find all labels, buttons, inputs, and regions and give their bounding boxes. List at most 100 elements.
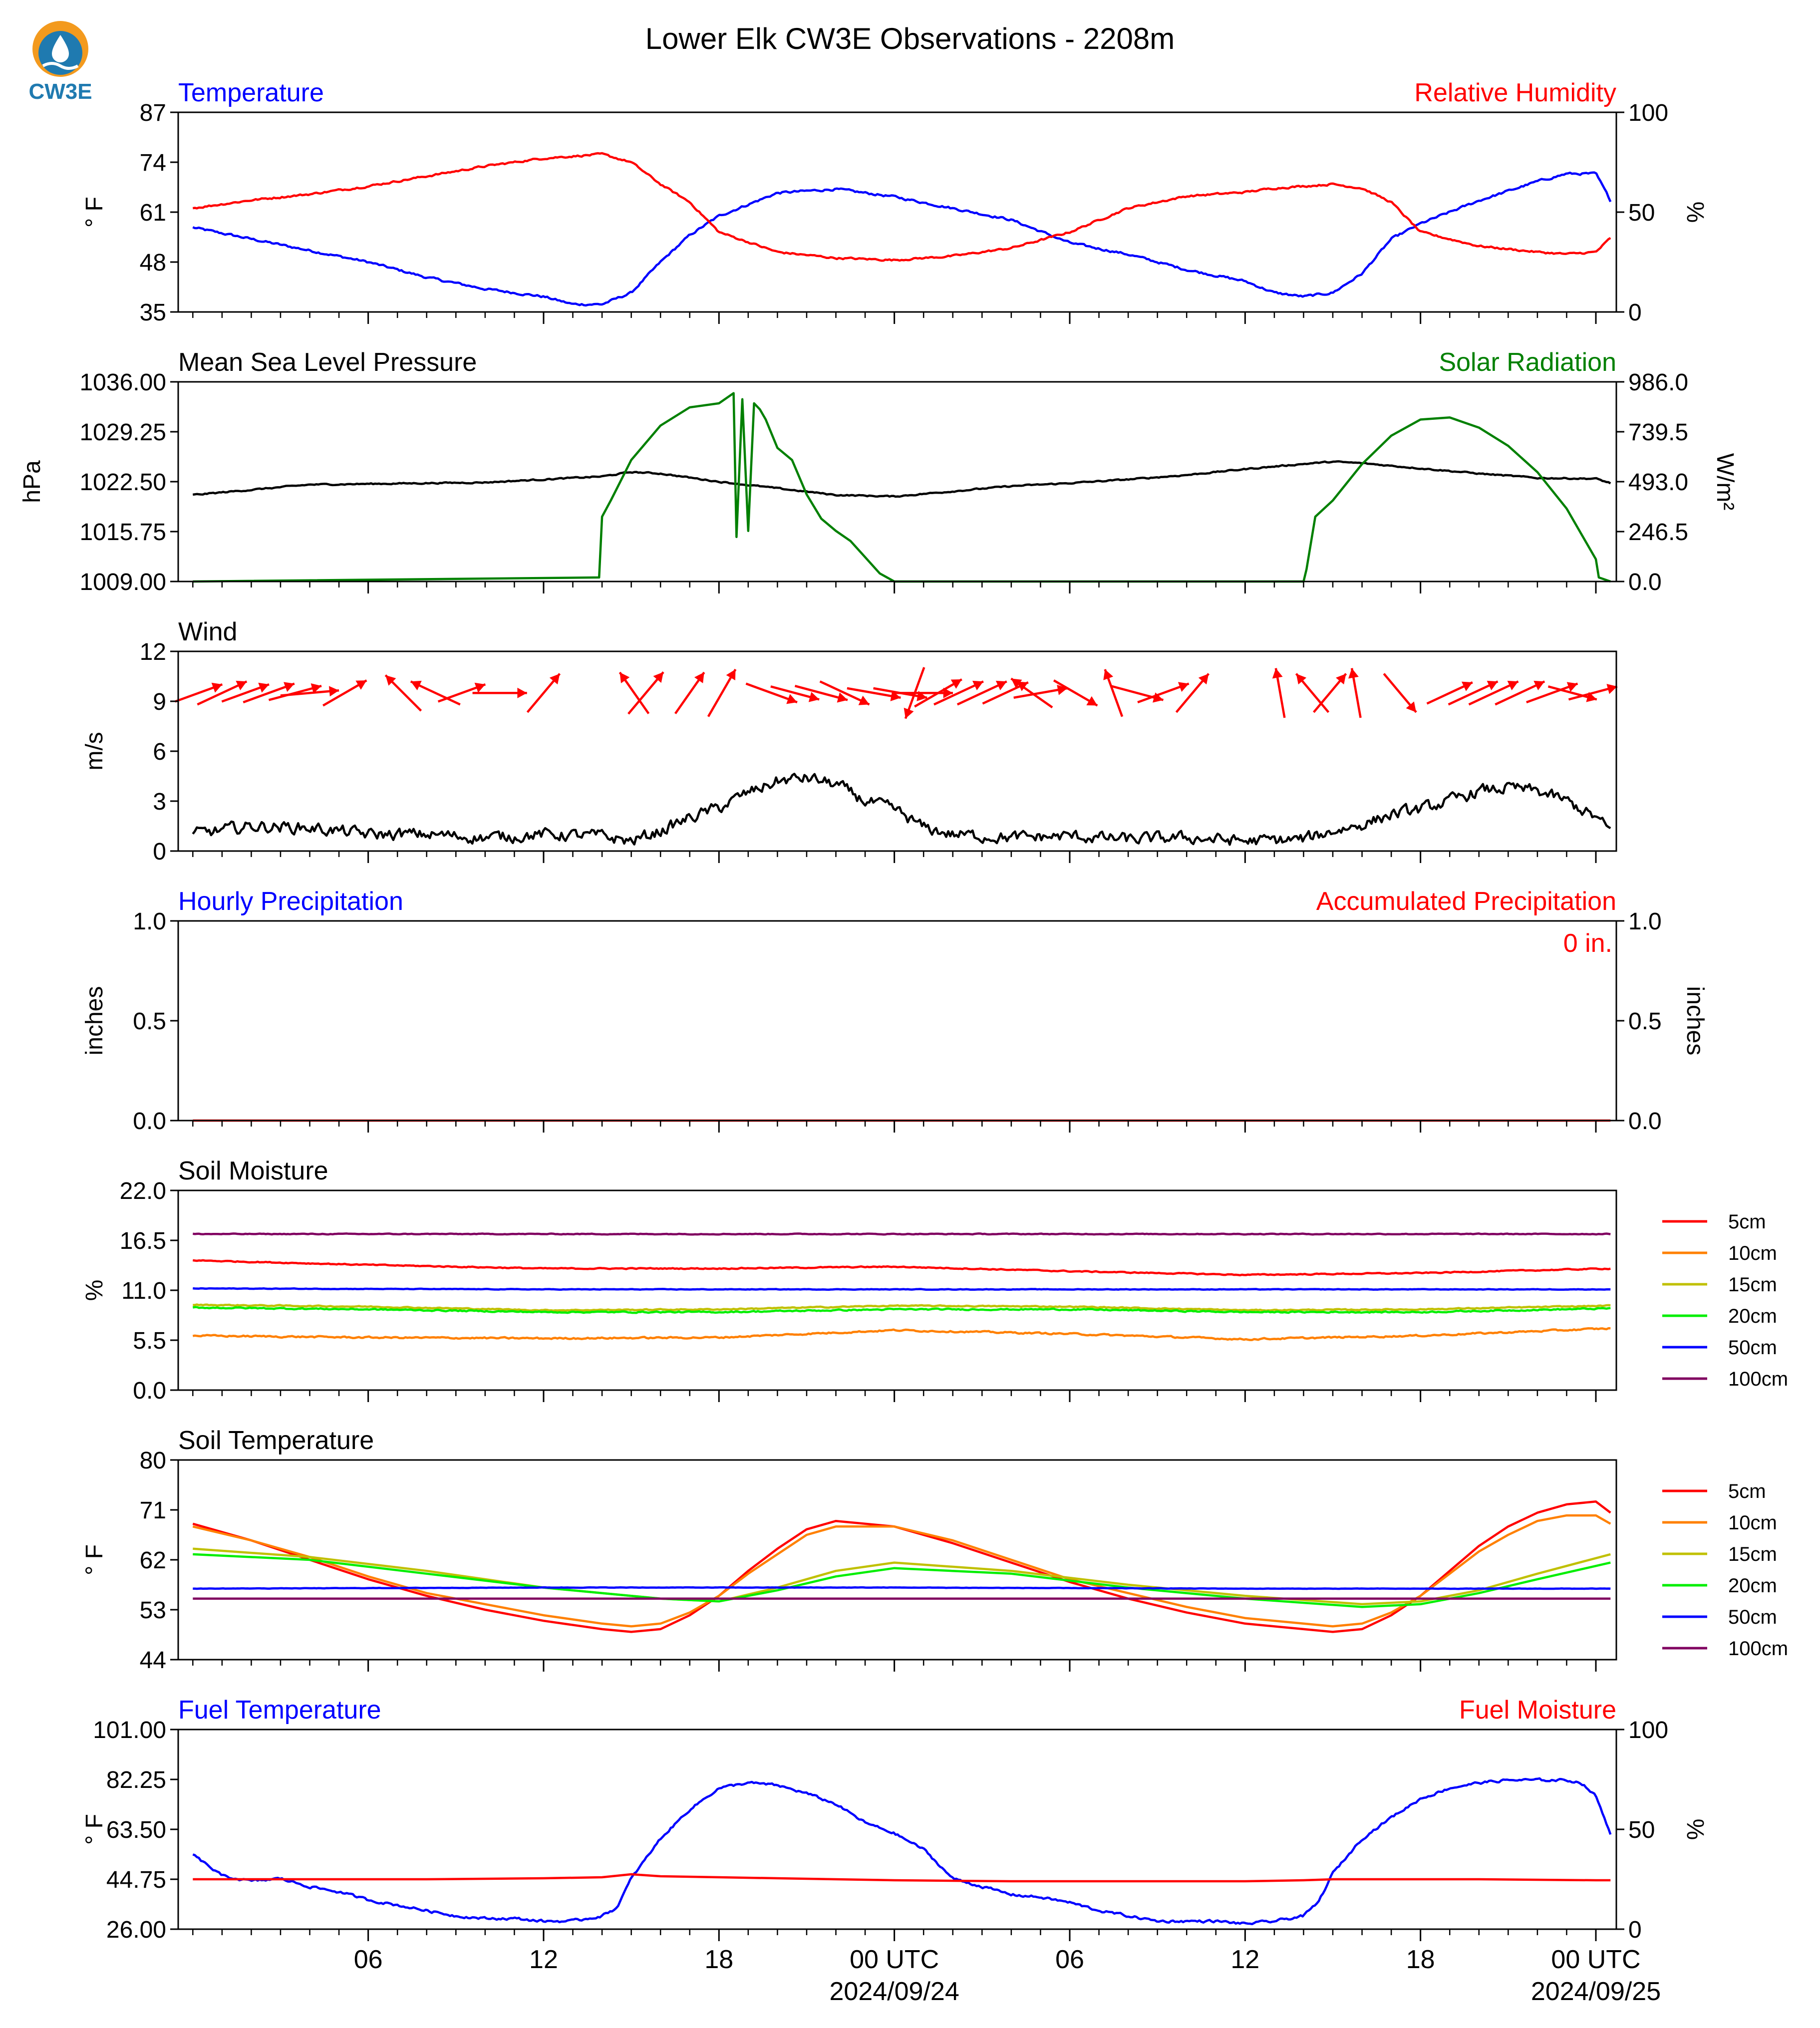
- wind-arrow: [1053, 679, 1098, 707]
- y-tick-label: 0.5: [133, 1008, 166, 1035]
- y-axis-label: ° F: [81, 197, 108, 228]
- wind-arrow-head: [1272, 668, 1283, 679]
- y-right-tick-label: 100: [1628, 1717, 1668, 1743]
- wind-arrow: [770, 685, 820, 702]
- wind-arrow-head: [236, 680, 247, 690]
- wind-arrow-head: [410, 680, 422, 690]
- legend-label: 15cm: [1728, 1543, 1777, 1565]
- series-line-10cm: [192, 1514, 1611, 1628]
- x-tick-label: 18: [1406, 1945, 1435, 1974]
- y-tick-label: 82.25: [106, 1767, 166, 1793]
- precipitation-total: 0 in.: [1563, 929, 1612, 958]
- wind-arrow: [437, 682, 486, 703]
- wind-arrow-head: [1533, 680, 1545, 690]
- wind-arrow-head: [355, 680, 367, 690]
- y-right-tick-label: 0: [1628, 1917, 1642, 1943]
- wind-arrow: [914, 678, 962, 708]
- panel-6: 26.00 44.75 63.50 82.25 101.00 0 50 100 ° F % Fuel…: [81, 1696, 1708, 1943]
- x-tick-label: 06: [354, 1945, 383, 1974]
- legend: 5cm 10cm 15cm 20cm 50cm 100cm: [1662, 1211, 1788, 1390]
- series-line-0: [192, 1777, 1612, 1926]
- wind-arrow-head: [1057, 684, 1068, 695]
- legend-label: 50cm: [1728, 1606, 1777, 1628]
- wind-arrow: [174, 682, 223, 703]
- wind-arrow: [1426, 681, 1473, 705]
- series-group: [192, 1232, 1611, 1341]
- y-axis-label: ° F: [81, 1814, 108, 1845]
- y-tick-label: 9: [153, 689, 166, 715]
- y-tick-label: 87: [140, 100, 166, 126]
- series-group: [192, 1777, 1612, 1926]
- y-tick-label: 62: [140, 1547, 166, 1574]
- wind-arrow: [410, 680, 461, 706]
- wind-arrow: [1313, 673, 1347, 713]
- wind-arrow-head: [1566, 682, 1578, 692]
- wind-arrow-head: [1178, 682, 1189, 692]
- y-right-tick-label: 50: [1628, 1817, 1655, 1843]
- wind-arrow-head: [328, 686, 339, 697]
- wind-arrow-head: [1296, 673, 1307, 685]
- wind-arrow: [1348, 668, 1362, 718]
- x-date-label: 2024/09/25: [1531, 1977, 1661, 2006]
- panel-0: 35 48 61 74 87 0 50 100 ° F % Temperature Relative …: [81, 78, 1708, 326]
- wind-arrow-head: [310, 683, 321, 694]
- wind-arrow-head: [904, 707, 914, 719]
- panel-5: 44 53 62 71 80 ° F Soil Temperature 5cm 10cm 15cm…: [81, 1426, 1788, 1674]
- wind-arrow: [819, 680, 870, 706]
- series-line-1: [193, 1873, 1611, 1883]
- wind-arrow-head: [258, 682, 270, 693]
- y-right-tick-label: 0.5: [1628, 1008, 1662, 1035]
- wind-arrow-head: [1086, 696, 1098, 706]
- legend-label: 50cm: [1728, 1337, 1777, 1359]
- wind-arrow-head: [211, 682, 223, 693]
- wind-arrow-head: [858, 695, 870, 705]
- wind-arrow: [1526, 682, 1578, 704]
- y-right-tick-label: 1.0: [1628, 908, 1662, 935]
- wind-arrow-head: [284, 682, 295, 692]
- series-group: [192, 1500, 1611, 1633]
- series-line-50cm: [193, 1586, 1611, 1590]
- y-tick-label: 61: [140, 200, 166, 226]
- wind-arrow: [674, 671, 705, 714]
- wind-arrow-head: [890, 691, 901, 701]
- y-axis-label: %: [81, 1280, 108, 1301]
- wind-arrow: [1137, 682, 1190, 704]
- y-tick-label: 74: [140, 150, 166, 176]
- y-right-tick-label: 50: [1628, 200, 1655, 226]
- left-title: Soil Moisture: [178, 1157, 328, 1185]
- wind-arrow: [526, 673, 561, 713]
- wind-arrow: [268, 683, 322, 701]
- y-tick-label: 1029.25: [79, 419, 166, 446]
- wind-arrow-head: [694, 672, 704, 683]
- y-right-tick-label: 986.0: [1628, 369, 1688, 396]
- wind-arrow: [243, 682, 295, 704]
- wind-arrow-head: [726, 669, 736, 681]
- y-tick-label: 5.5: [133, 1328, 166, 1354]
- y-tick-label: 1009.00: [79, 569, 166, 595]
- y-tick-label: 63.50: [106, 1817, 166, 1843]
- wind-arrow: [894, 687, 953, 698]
- right-title: Accumulated Precipitation: [1316, 887, 1616, 916]
- wind-arrow-head: [1606, 684, 1617, 694]
- wind-arrow-shaft: [280, 689, 339, 697]
- series-line-0: [192, 460, 1611, 498]
- wind-arrow-head: [808, 692, 820, 702]
- wind-arrow: [1103, 669, 1124, 717]
- y-right-tick-label: 739.5: [1628, 419, 1688, 446]
- wind-arrow: [1568, 684, 1618, 701]
- wind-arrow-head: [1348, 668, 1359, 679]
- left-title: Hourly Precipitation: [178, 887, 403, 916]
- left-title: Soil Temperature: [178, 1426, 374, 1455]
- legend-label: 20cm: [1728, 1305, 1777, 1327]
- wind-arrow-head: [1487, 680, 1498, 690]
- series-line-20cm: [193, 1553, 1611, 1608]
- legend-label: 100cm: [1728, 1368, 1788, 1390]
- legend-label: 20cm: [1728, 1575, 1777, 1597]
- wind-arrow: [1295, 673, 1330, 713]
- logo-wave-icon: [42, 62, 79, 70]
- x-tick-label: 18: [704, 1945, 733, 1974]
- y-tick-label: 53: [140, 1597, 166, 1624]
- series-line-0: [192, 171, 1612, 307]
- left-title: Mean Sea Level Pressure: [178, 348, 477, 377]
- wind-arrow-head: [1507, 680, 1518, 690]
